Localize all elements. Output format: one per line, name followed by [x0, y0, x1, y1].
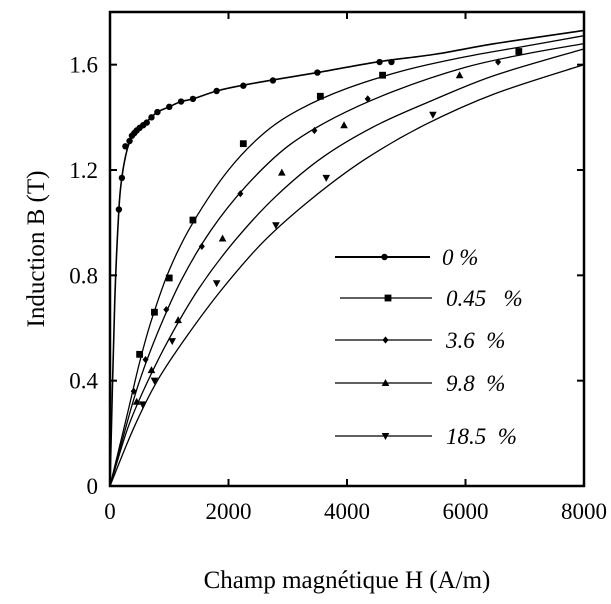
data-point: [213, 87, 220, 95]
data-point: [376, 58, 383, 66]
data-point: [272, 222, 280, 230]
y-tick-label: 0.4: [69, 369, 98, 394]
legend-marker: [384, 294, 392, 302]
data-point: [316, 92, 324, 100]
data-point: [455, 71, 464, 79]
data-point: [364, 95, 371, 103]
data-point: [163, 305, 170, 314]
series-2: [109, 35, 585, 487]
data-point: [388, 58, 395, 66]
series-line: [109, 42, 585, 487]
data-point: [311, 126, 318, 135]
data-point: [122, 143, 129, 150]
series-line: [109, 64, 585, 487]
data-point: [189, 95, 197, 103]
legend-marker: [381, 253, 388, 261]
x-tick-label: 4000: [324, 499, 370, 524]
data-point: [165, 274, 173, 282]
y-tick-label: 1.6: [69, 53, 98, 78]
y-axis-title: Induction B (T): [23, 171, 50, 328]
data-point: [147, 366, 156, 374]
data-point: [148, 114, 155, 121]
data-point: [151, 308, 158, 316]
data-point: [278, 168, 286, 176]
legend-label: 9.8 %: [446, 371, 505, 396]
legend-entry-3: 3.6 %: [335, 328, 505, 353]
data-point: [115, 206, 123, 213]
data-point: [340, 121, 348, 129]
series-4: [109, 48, 585, 487]
data-point: [130, 387, 137, 395]
data-point: [136, 350, 144, 358]
data-point: [379, 71, 386, 79]
data-point: [154, 108, 161, 116]
ticks-layer: 0 2000 4000 6000 8000 0 0.4 0.8 1.2 1.6: [69, 12, 607, 524]
data-point: [143, 119, 150, 126]
series-3: [109, 42, 585, 487]
x-tick-label: 0: [104, 499, 116, 524]
data-point: [174, 316, 182, 324]
data-point: [322, 174, 331, 182]
y-tick-label: 0.8: [69, 263, 98, 288]
legend-entry-5: 18.5 %: [335, 424, 517, 449]
data-point: [515, 48, 523, 55]
legend: 0 % 0.45 % 3.6 % 9.8 % 18.5 %: [335, 245, 523, 449]
y-tick-label: 1.2: [69, 158, 98, 183]
data-point: [198, 242, 205, 250]
data-point: [150, 377, 159, 385]
data-point: [218, 234, 227, 242]
legend-entry-4: 9.8 %: [335, 371, 505, 396]
legend-marker: [382, 336, 389, 344]
data-point: [239, 140, 247, 148]
legend-label: 3.6 %: [445, 328, 505, 353]
x-tick-label: 6000: [443, 499, 489, 524]
data-point: [126, 137, 133, 145]
legend-entry-2: 0.45 %: [340, 286, 523, 311]
x-tick-label: 2000: [206, 499, 252, 524]
legend-label: 18.5 %: [446, 424, 517, 449]
legend-label: 0.45 %: [446, 286, 523, 311]
data-point: [118, 174, 126, 182]
data-point: [269, 77, 277, 84]
plot-area-border: [108, 10, 586, 488]
data-point: [168, 338, 177, 346]
data-point: [314, 69, 321, 76]
data-point: [177, 98, 185, 105]
series-line: [109, 48, 585, 487]
data-point: [189, 216, 197, 224]
data-point: [132, 397, 141, 405]
series-line: [109, 35, 585, 487]
data-point: [166, 103, 173, 111]
y-tick-label: 0: [87, 474, 99, 499]
series-5: [109, 64, 585, 487]
legend-label: 0 %: [442, 245, 478, 270]
data-point: [142, 356, 149, 364]
legend-entry-1: 0 %: [335, 245, 478, 270]
data-point: [237, 190, 244, 198]
x-axis-title: Champ magnétique H (A/m): [204, 567, 491, 594]
data-point: [138, 401, 147, 409]
data-point: [240, 82, 247, 89]
data-point: [212, 280, 221, 288]
legend-marker: [381, 379, 390, 386]
x-tick-label: 8000: [561, 499, 607, 524]
series-1: [109, 29, 585, 487]
data-point: [429, 111, 437, 119]
series-layer: [109, 29, 585, 487]
plot-frame: [108, 10, 586, 488]
data-point: [495, 58, 502, 66]
legend-marker: [381, 433, 390, 440]
